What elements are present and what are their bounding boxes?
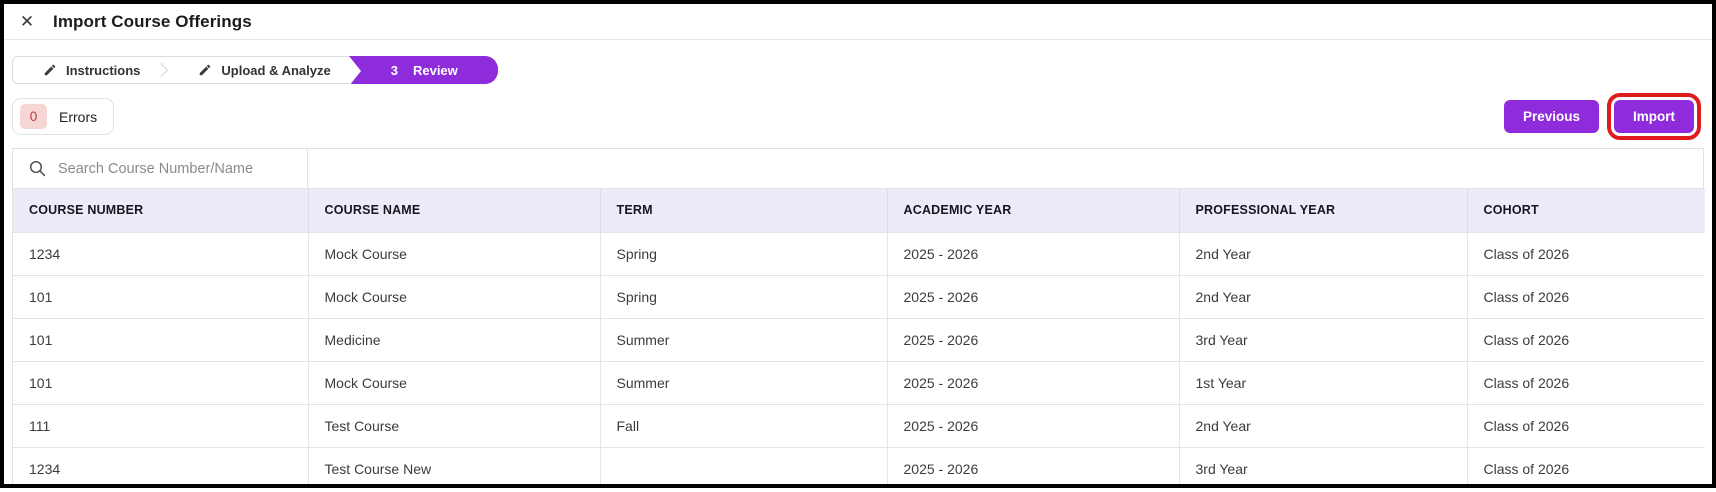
cell-course-name: Mock Course [308,361,601,405]
dialog-title: Import Course Offerings [53,11,252,31]
column-header-cohort: COHORT [1467,189,1705,233]
cell-cohort: Class of 2026 [1467,361,1705,405]
cell-term: Spring [600,232,888,276]
button-group: Previous Import [1503,93,1701,140]
cell-course-number: 1234 [13,447,309,484]
cell-course-number: 111 [13,404,309,448]
cell-academic-year: 2025 - 2026 [887,447,1180,484]
actions-row: 0 Errors Previous Import [12,93,1702,140]
pencil-icon [200,64,211,76]
table-head: COURSE NUMBER COURSE NAME TERM ACADEMIC YEA… [13,189,1705,233]
column-header-term: TERM [600,189,888,233]
step-upload-analyze[interactable]: Upload & Analyze [168,57,360,83]
cell-professional-year: 2nd Year [1179,232,1468,276]
errors-count-badge: 0 [20,104,47,129]
search-row [13,149,1703,189]
step-review-active[interactable]: 3 Review [348,56,498,86]
cell-academic-year: 2025 - 2026 [887,275,1180,319]
header-row: COURSE NUMBER COURSE NAME TERM ACADEMIC YEA… [13,189,1705,233]
cell-course-number: 101 [13,318,309,362]
cell-term [600,447,888,484]
cell-course-name: Test Course [308,404,601,448]
table-row[interactable]: 1234 Mock Course Spring 2025 - 2026 2nd Year… [13,232,1705,276]
cell-cohort: Class of 2026 [1467,275,1705,319]
cell-course-number: 101 [13,275,309,319]
column-header-professional-year: PROFESSIONAL YEAR [1179,189,1468,233]
errors-chip[interactable]: 0 Errors [12,98,115,135]
cell-course-number: 1234 [13,232,309,276]
cell-academic-year: 2025 - 2026 [887,232,1180,276]
table-row[interactable]: 111 Test Course Fall 2025 - 2026 2nd Year Cla… [13,404,1705,448]
column-header-academic-year: ACADEMIC YEAR [887,189,1180,233]
table-row[interactable]: 101 Mock Course Summer 2025 - 2026 1st Year C… [13,361,1705,405]
table-row[interactable]: 1234 Test Course New 2025 - 2026 3rd Year Cl… [13,447,1705,484]
dialog-titlebar: ✕ Import Course Offerings [4,4,1712,40]
column-header-course-number: COURSE NUMBER [13,189,309,233]
cell-term: Spring [600,275,888,319]
stepper-row: Instructions Upload & Analyze 3 Review [12,56,1712,86]
table-row[interactable]: 101 Mock Course Spring 2025 - 2026 2nd Year C… [13,275,1705,319]
cell-cohort: Class of 2026 [1467,232,1705,276]
step-label: Upload & Analyze [221,62,331,78]
cell-term: Summer [600,318,888,362]
errors-label: Errors [59,108,98,125]
cell-course-name: Medicine [308,318,601,362]
cell-term: Summer [600,361,888,405]
step-instructions[interactable]: Instructions [13,57,170,83]
previous-button[interactable]: Previous [1503,100,1599,133]
column-header-course-name: COURSE NAME [308,189,601,233]
cell-cohort: Class of 2026 [1467,318,1705,362]
cell-course-name: Test Course New [308,447,601,484]
cell-cohort: Class of 2026 [1467,447,1705,484]
cell-professional-year: 3rd Year [1179,447,1468,484]
cell-course-number: 101 [13,361,309,405]
step-label: Instructions [66,62,141,78]
search-box[interactable] [13,149,308,188]
pencil-icon [44,64,56,76]
cell-professional-year: 2nd Year [1179,404,1468,448]
cell-cohort: Class of 2026 [1467,404,1705,448]
cell-academic-year: 2025 - 2026 [887,318,1180,362]
cell-academic-year: 2025 - 2026 [887,404,1180,448]
cell-term: Fall [600,404,888,448]
wizard-stepper: Instructions Upload & Analyze 3 Review [12,56,498,86]
cell-course-name: Mock Course [308,232,601,276]
cell-academic-year: 2025 - 2026 [887,361,1180,405]
import-button[interactable]: Import [1607,93,1701,140]
search-icon [29,160,46,177]
course-offerings-table: COURSE NUMBER COURSE NAME TERM ACADEMIC YEA… [13,189,1705,484]
cell-professional-year: 3rd Year [1179,318,1468,362]
step-label: Review [412,62,458,78]
table-body: 1234 Mock Course Spring 2025 - 2026 2nd Year… [13,232,1705,484]
close-icon[interactable]: ✕ [19,12,35,31]
search-input[interactable] [58,160,297,177]
cell-professional-year: 2nd Year [1179,275,1468,319]
cell-professional-year: 1st Year [1179,361,1468,405]
table-row[interactable]: 101 Medicine Summer 2025 - 2026 3rd Year Clas… [13,318,1705,362]
cell-course-name: Mock Course [308,275,601,319]
step-number: 3 [390,62,398,78]
